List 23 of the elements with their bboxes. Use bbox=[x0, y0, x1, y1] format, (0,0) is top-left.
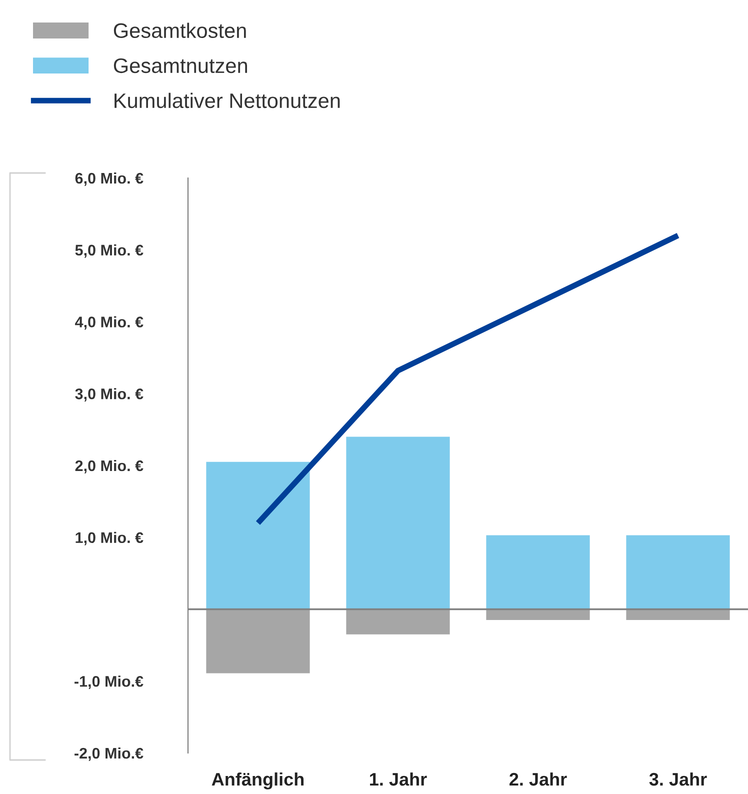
y-tick-label: 4,0 Mio. € bbox=[75, 316, 144, 330]
y-tick-label: -1,0 Mio.€ bbox=[74, 676, 144, 690]
y-tick-label: 3,0 Mio. € bbox=[75, 388, 144, 402]
x-tick-label: 3. Jahr bbox=[649, 772, 707, 786]
y-tick-label: -2,0 Mio.€ bbox=[74, 747, 144, 761]
legend-label: Gesamtnutzen bbox=[114, 58, 248, 74]
bar bbox=[206, 609, 310, 674]
bar bbox=[486, 609, 590, 620]
x-tick-label: Anfänglich bbox=[212, 772, 304, 790]
bar bbox=[206, 462, 310, 610]
x-tick-label: 2. Jahr bbox=[510, 772, 567, 786]
y-tick-label: 6,0 Mio. € bbox=[75, 172, 144, 186]
bar bbox=[346, 609, 450, 634]
bar bbox=[346, 436, 450, 610]
y-tick-label: 2,0 Mio. € bbox=[75, 460, 144, 474]
bar bbox=[626, 609, 730, 620]
x-tick-label: 1. Jahr bbox=[370, 772, 427, 786]
legend-label: Gesamtkosten bbox=[114, 22, 246, 38]
y-tick-label: 5,0 Mio. € bbox=[75, 244, 144, 258]
bar bbox=[486, 535, 590, 610]
bar bbox=[626, 535, 730, 610]
y-tick-label: 1,0 Mio. € bbox=[76, 532, 144, 546]
legend-label: Kumulativer Nettonutzen bbox=[114, 92, 340, 108]
